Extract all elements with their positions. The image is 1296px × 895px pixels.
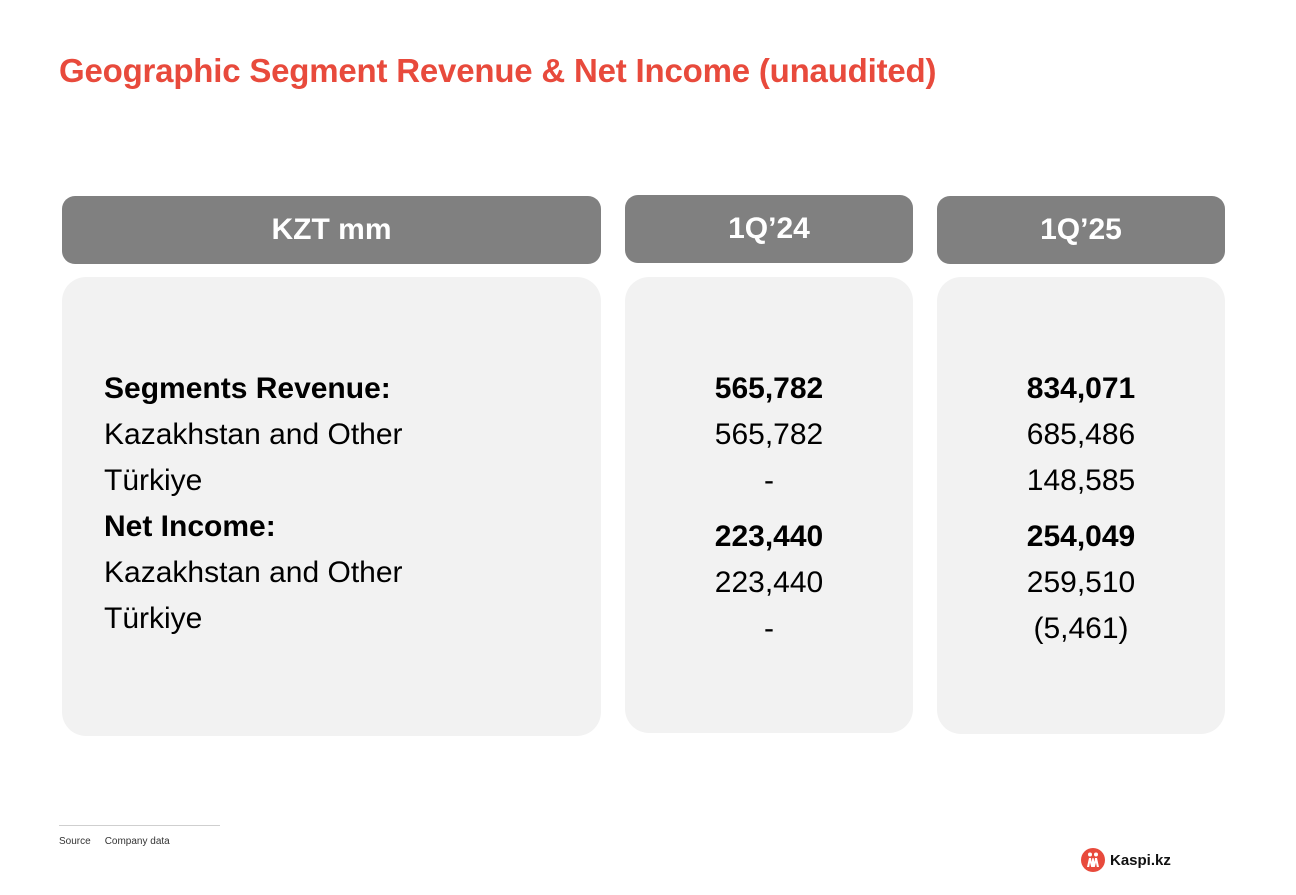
q25-value: 259,510 [1026, 566, 1136, 599]
q24-value: - [764, 612, 774, 645]
source-label: Source [59, 836, 91, 847]
footer-divider [59, 825, 220, 826]
row-label: Türkiye [104, 464, 203, 497]
q25-panel [937, 277, 1225, 734]
q25-value: 834,071 [1026, 372, 1136, 405]
kaspi-figures-icon [1087, 852, 1099, 867]
header-period-1q24: 1Q’24 [625, 195, 913, 263]
q24-value: 565,782 [714, 372, 824, 405]
row-label: Segments Revenue: [104, 372, 391, 405]
row-label: Kazakhstan and Other [104, 556, 403, 589]
row-label: Kazakhstan and Other [104, 418, 403, 451]
footer-source: Source Company data [59, 836, 170, 847]
kaspi-logo: Kaspi.kz [1081, 848, 1171, 872]
kaspi-logo-icon [1081, 848, 1105, 872]
q24-values: 565,782 565,782 - 223,440 223,440 - [625, 366, 913, 652]
q25-values: 834,071 685,486 148,585 254,049 259,510 … [937, 366, 1225, 652]
q24-panel [625, 277, 913, 733]
logo-text: Kaspi.kz [1110, 851, 1171, 869]
q25-value: 685,486 [1026, 418, 1136, 451]
row-label: Net Income: [104, 510, 276, 543]
row-label: Türkiye [104, 602, 203, 635]
row-labels: Segments Revenue: Kazakhstan and Other T… [104, 366, 403, 642]
q25-value: 148,585 [1026, 464, 1136, 497]
q25-value: (5,461) [1033, 612, 1129, 645]
source-value: Company data [104, 836, 170, 847]
header-period-1q25: 1Q’25 [937, 196, 1225, 264]
q24-value: 565,782 [714, 418, 824, 451]
header-unit: KZT mm [62, 196, 601, 264]
page-title: Geographic Segment Revenue & Net Income … [59, 52, 937, 89]
q24-value: - [764, 464, 774, 497]
q24-value: 223,440 [714, 566, 824, 599]
labels-panel [62, 277, 601, 736]
q25-value: 254,049 [1026, 520, 1136, 553]
q24-value: 223,440 [714, 520, 824, 553]
